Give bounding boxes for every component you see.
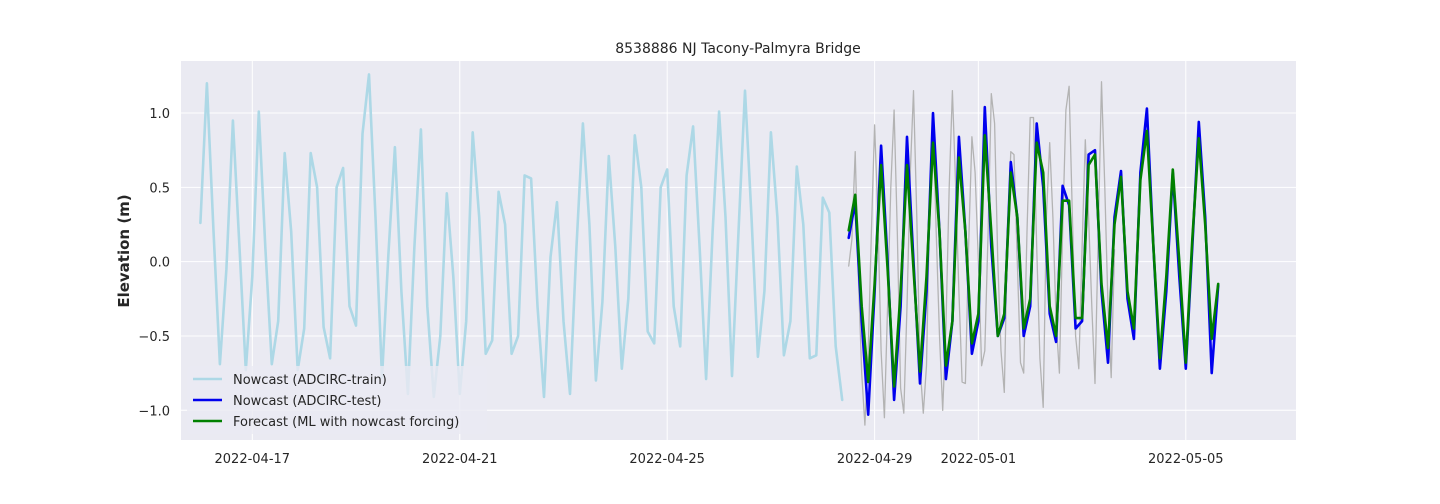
plot-area <box>199 73 1220 426</box>
legend-box <box>187 366 487 434</box>
tick-labels: 2022-04-17 2022-04-21 2022-04-25 2022-04-29… <box>138 107 1223 467</box>
x-tick-label: 2022-05-01 <box>941 452 1017 467</box>
legend-entry: Nowcast (ADCIRC-train) <box>233 373 387 388</box>
y-tick-label: 1.0 <box>149 107 170 122</box>
x-tick-label: 2022-04-29 <box>837 452 913 467</box>
legend-entry: Nowcast (ADCIRC-test) <box>233 394 382 409</box>
chart-title: 8538886 NJ Tacony-Palmyra Bridge <box>615 41 861 57</box>
x-tick-label: 2022-04-17 <box>215 452 291 467</box>
series-line-3 <box>847 129 1220 388</box>
grid-lines <box>181 61 1296 440</box>
legend: Nowcast (ADCIRC-train) Nowcast (ADCIRC-te… <box>187 366 487 434</box>
y-tick-label: 0.5 <box>149 181 170 196</box>
series-line-0 <box>199 73 844 402</box>
y-tick-label: 0.0 <box>149 256 170 271</box>
x-tick-label: 2022-04-25 <box>629 452 705 467</box>
series-line-1 <box>848 81 1116 426</box>
legend-entry: Forecast (ML with nowcast forcing) <box>233 415 459 430</box>
y-tick-label: −0.5 <box>138 330 170 345</box>
y-axis-label: Elevation (m) <box>115 194 133 307</box>
x-tick-label: 2022-04-21 <box>422 452 498 467</box>
y-tick-label: −1.0 <box>138 404 170 419</box>
x-tick-label: 2022-05-05 <box>1148 452 1224 467</box>
